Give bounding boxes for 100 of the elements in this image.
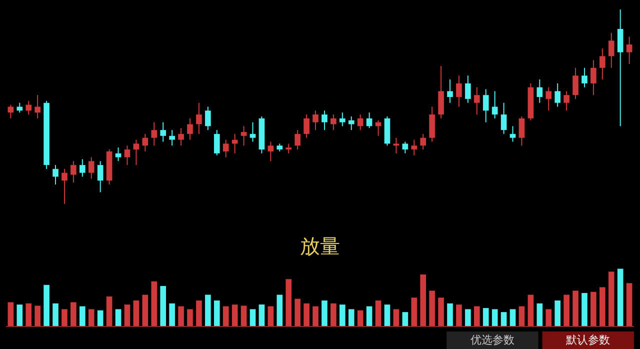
candlestick xyxy=(608,32,614,68)
bar xyxy=(465,309,471,327)
candlestick xyxy=(80,158,86,178)
bar xyxy=(115,309,122,327)
candlestick xyxy=(420,133,426,150)
bar xyxy=(88,309,94,327)
bar xyxy=(340,304,346,327)
candlestick xyxy=(268,141,274,162)
bar xyxy=(366,306,372,327)
candlestick xyxy=(97,160,104,193)
candlestick xyxy=(348,116,354,131)
bar xyxy=(608,272,614,327)
bar xyxy=(8,302,14,327)
candlestick xyxy=(357,114,364,131)
bar xyxy=(160,286,166,327)
candlestick xyxy=(286,143,292,154)
candlestick xyxy=(312,110,318,131)
bar xyxy=(52,303,58,327)
text: 放量 xyxy=(300,234,340,258)
bar xyxy=(222,306,229,327)
bar xyxy=(62,309,68,327)
candlestick xyxy=(187,118,193,140)
candlestick xyxy=(8,104,14,119)
bar xyxy=(268,306,274,327)
bar xyxy=(106,296,112,327)
bar xyxy=(626,283,632,327)
candlestick xyxy=(330,114,336,131)
bar xyxy=(142,294,148,327)
candlestick xyxy=(510,126,516,142)
bar xyxy=(187,309,193,327)
bar xyxy=(151,281,158,327)
bar xyxy=(214,300,220,327)
candlestick xyxy=(626,36,632,64)
candlestick xyxy=(160,122,166,142)
bar xyxy=(286,279,292,327)
bar xyxy=(26,303,32,327)
bar xyxy=(133,300,140,327)
bar xyxy=(80,306,86,327)
bar xyxy=(169,303,175,327)
bar xyxy=(276,294,283,327)
candlestick xyxy=(429,106,435,142)
candlestick xyxy=(438,65,444,119)
bar xyxy=(402,312,408,327)
candlestick xyxy=(178,128,184,146)
bar xyxy=(554,300,560,327)
bar xyxy=(312,306,318,327)
bar xyxy=(348,309,354,327)
bar xyxy=(492,309,498,327)
candlestick xyxy=(151,122,158,146)
bar xyxy=(528,294,534,327)
candlestick xyxy=(142,133,148,152)
bar xyxy=(420,274,426,327)
candlestick xyxy=(572,67,578,100)
bar xyxy=(564,294,570,327)
candlestick xyxy=(500,102,507,134)
candlestick xyxy=(222,139,229,158)
bar xyxy=(500,312,507,327)
bar xyxy=(590,292,596,327)
candlestick xyxy=(322,110,328,131)
text: 优选参数 xyxy=(470,333,514,346)
bar xyxy=(294,298,300,327)
bar xyxy=(240,306,247,327)
candlestick xyxy=(546,86,552,112)
bar xyxy=(384,304,390,327)
bar xyxy=(304,303,310,327)
candlestick xyxy=(214,130,220,156)
candlestick xyxy=(600,48,606,80)
bar xyxy=(518,306,525,327)
candlestick xyxy=(70,160,76,184)
bar xyxy=(357,310,364,327)
candlestick xyxy=(52,164,58,185)
bar xyxy=(124,304,130,327)
candlestick xyxy=(456,75,462,108)
bar xyxy=(600,287,606,327)
candlestick xyxy=(411,139,418,156)
bar xyxy=(375,300,382,327)
candlestick xyxy=(465,75,471,104)
candlestick xyxy=(240,126,247,146)
candlestick xyxy=(250,122,256,142)
candlestick xyxy=(34,94,40,119)
bar xyxy=(97,310,104,327)
bar xyxy=(536,303,543,327)
text: 默认参数 xyxy=(565,333,610,346)
bar xyxy=(510,309,516,327)
bar xyxy=(178,306,184,327)
candlestick xyxy=(564,90,570,112)
bar xyxy=(232,304,238,327)
bar xyxy=(34,306,40,327)
candlestick xyxy=(62,168,68,204)
candlestick xyxy=(16,102,23,114)
bar xyxy=(546,309,552,327)
candlestick xyxy=(482,88,489,123)
bar xyxy=(322,300,328,327)
bar xyxy=(438,298,444,327)
bar xyxy=(482,308,489,327)
candlestick xyxy=(402,141,408,154)
candlestick xyxy=(492,90,498,119)
bar xyxy=(258,304,265,327)
candlestick xyxy=(88,156,94,180)
candlestick xyxy=(536,79,543,104)
